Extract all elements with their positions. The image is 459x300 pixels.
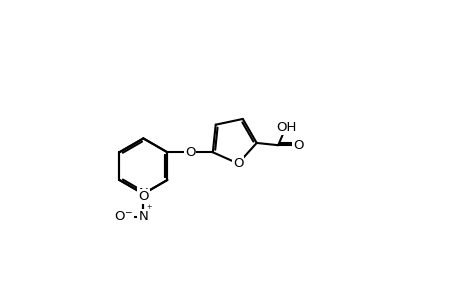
Text: N: N	[138, 187, 148, 200]
Text: $\mathregular{^{+}}$: $\mathregular{^{+}}$	[146, 204, 152, 214]
Text: O: O	[185, 146, 195, 159]
Text: $\mathregular{O^{-}}$: $\mathregular{O^{-}}$	[113, 210, 133, 223]
Text: O: O	[232, 157, 243, 170]
Text: O: O	[292, 139, 303, 152]
Text: N: N	[138, 210, 148, 223]
Text: OH: OH	[275, 121, 296, 134]
Text: O: O	[138, 190, 148, 203]
